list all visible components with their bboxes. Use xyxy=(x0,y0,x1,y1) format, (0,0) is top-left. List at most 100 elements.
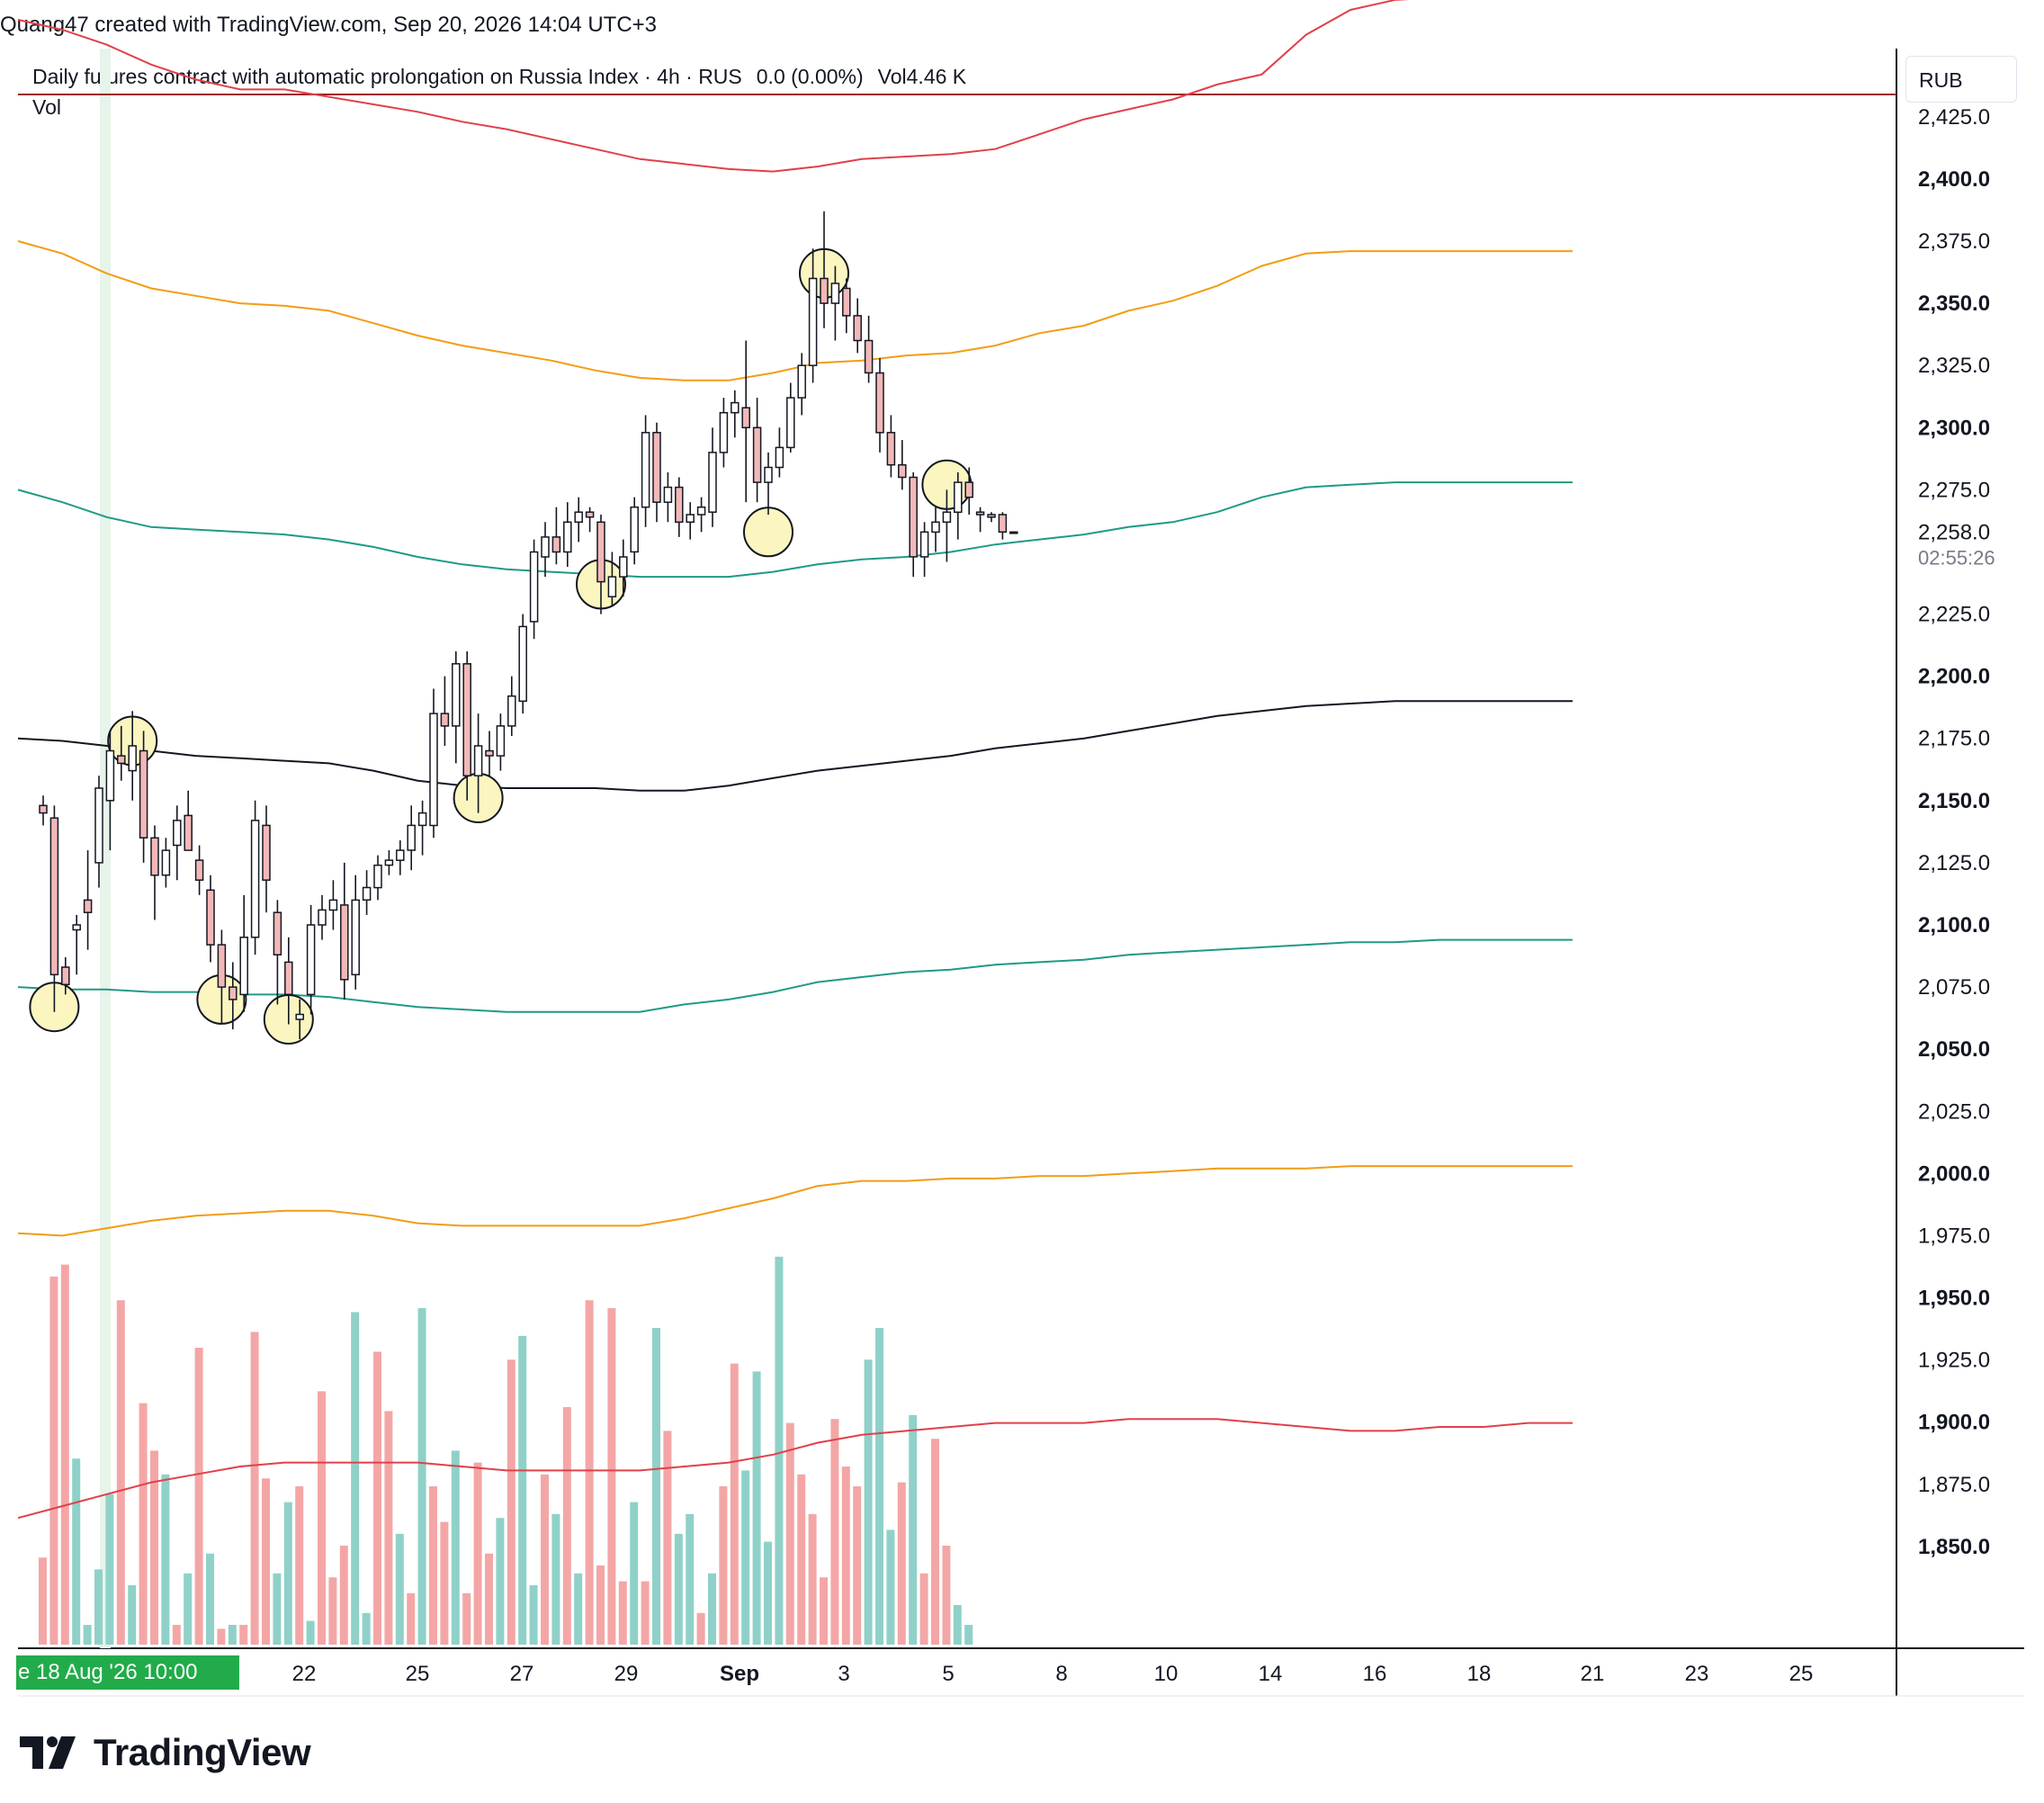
volume-bar xyxy=(194,1348,203,1645)
volume-bar xyxy=(318,1391,326,1645)
currency-selector[interactable]: RUB xyxy=(1905,56,2017,103)
volume-bar xyxy=(172,1625,181,1645)
candle-body xyxy=(396,849,405,861)
volume-bar xyxy=(239,1625,248,1645)
candle-body xyxy=(663,486,673,503)
candle-body xyxy=(541,536,550,558)
volume-ma-line xyxy=(17,1418,1573,1520)
candle-body xyxy=(919,531,929,558)
volume-bar xyxy=(886,1529,895,1645)
volume-bar xyxy=(875,1328,883,1645)
candle-body xyxy=(675,486,684,524)
candle-body xyxy=(217,944,227,988)
candle-body xyxy=(229,986,238,1000)
candle-body xyxy=(49,817,59,976)
time-tick-label: 3 xyxy=(838,1662,849,1686)
candle-body xyxy=(328,899,338,911)
candle-body xyxy=(239,937,248,996)
candle-body xyxy=(340,904,349,981)
candle-body xyxy=(295,1013,304,1020)
center-line xyxy=(17,700,1573,792)
candle-body xyxy=(808,277,818,366)
volume-bar xyxy=(128,1585,137,1645)
volume-bar xyxy=(541,1474,549,1645)
candle-body xyxy=(786,397,795,449)
candle-body xyxy=(373,864,382,889)
symbol-description[interactable]: Daily futures contract with automatic pr… xyxy=(32,65,742,88)
time-tick-label: 21 xyxy=(1581,1662,1605,1686)
volume-bar xyxy=(373,1351,381,1645)
volume-bar xyxy=(94,1569,103,1645)
volume-bar xyxy=(485,1553,493,1645)
volume-bar xyxy=(730,1363,739,1645)
candle-body xyxy=(719,411,729,453)
price-tick-label: 2,400.0 xyxy=(1918,167,1990,192)
volume-indicator-label[interactable]: Vol xyxy=(32,95,61,119)
candle-body xyxy=(61,966,70,986)
candle-body xyxy=(998,514,1008,534)
volume-bar xyxy=(696,1612,705,1645)
volume-bar xyxy=(395,1533,404,1645)
candle-body xyxy=(273,911,282,955)
volume-bar xyxy=(909,1414,918,1645)
volume-bar xyxy=(462,1592,471,1645)
candle-body xyxy=(875,372,884,434)
volume-bar xyxy=(853,1486,862,1645)
candle-body xyxy=(194,859,204,881)
price-tick-label: 1,850.0 xyxy=(1918,1535,1990,1559)
volume-bar xyxy=(206,1553,214,1645)
candle-body xyxy=(139,749,148,839)
volume-bar xyxy=(351,1312,360,1645)
tradingview-logo[interactable]: TradingView xyxy=(20,1731,311,1773)
candle-body xyxy=(574,511,583,524)
volume-value: Vol4.46 K xyxy=(877,65,967,88)
volume-bar xyxy=(83,1625,92,1645)
time-tick-label: 25 xyxy=(1789,1662,1814,1686)
price-tick-label: 2,350.0 xyxy=(1918,292,1990,316)
upper-outer-band xyxy=(17,0,1410,173)
candle-body xyxy=(898,463,907,479)
volume-bar xyxy=(417,1308,426,1645)
volume-bar xyxy=(407,1592,416,1645)
candle-body xyxy=(686,514,695,524)
volume-bar xyxy=(686,1513,695,1645)
time-tick-label: 16 xyxy=(1363,1662,1387,1686)
volume-bar xyxy=(841,1467,850,1645)
chart-attribution: Quang47 created with TradingView.com, Se… xyxy=(0,13,658,37)
volume-bar xyxy=(931,1439,939,1645)
candle-body xyxy=(975,511,985,516)
candle-body xyxy=(384,859,394,866)
candle-body xyxy=(507,695,516,727)
volume-bar xyxy=(473,1462,482,1645)
time-tick-label: 25 xyxy=(406,1662,430,1686)
volume-bar xyxy=(674,1533,683,1645)
candle-body xyxy=(161,849,171,876)
candle-body xyxy=(830,283,840,304)
candle-body xyxy=(206,889,215,946)
candle-body xyxy=(942,511,952,524)
candle-body xyxy=(607,576,617,597)
price-tick-label: 2,275.0 xyxy=(1918,478,1990,502)
volume-bar xyxy=(830,1419,839,1645)
candle-body xyxy=(452,663,461,727)
price-tick-label: 1,975.0 xyxy=(1918,1224,1990,1248)
candle-body xyxy=(306,924,316,996)
price-tick-label: 2,050.0 xyxy=(1918,1037,1990,1062)
candle-body xyxy=(853,315,862,342)
volume-bar xyxy=(161,1474,170,1645)
highlight-marker xyxy=(743,507,793,558)
candle-body xyxy=(117,755,126,765)
volume-bar xyxy=(820,1577,828,1645)
candle-body xyxy=(173,820,182,847)
time-tick-label: 8 xyxy=(1055,1662,1067,1686)
volume-bar xyxy=(551,1513,560,1645)
candle-body xyxy=(518,625,527,703)
candle-body xyxy=(262,824,271,881)
inner-lower-band xyxy=(17,938,1573,1013)
price-tick-label: 2,075.0 xyxy=(1918,975,1990,1000)
candle-body xyxy=(764,466,773,483)
candle-body xyxy=(1009,531,1018,534)
volume-bar xyxy=(507,1359,515,1645)
price-tick-label: 1,875.0 xyxy=(1918,1473,1990,1497)
